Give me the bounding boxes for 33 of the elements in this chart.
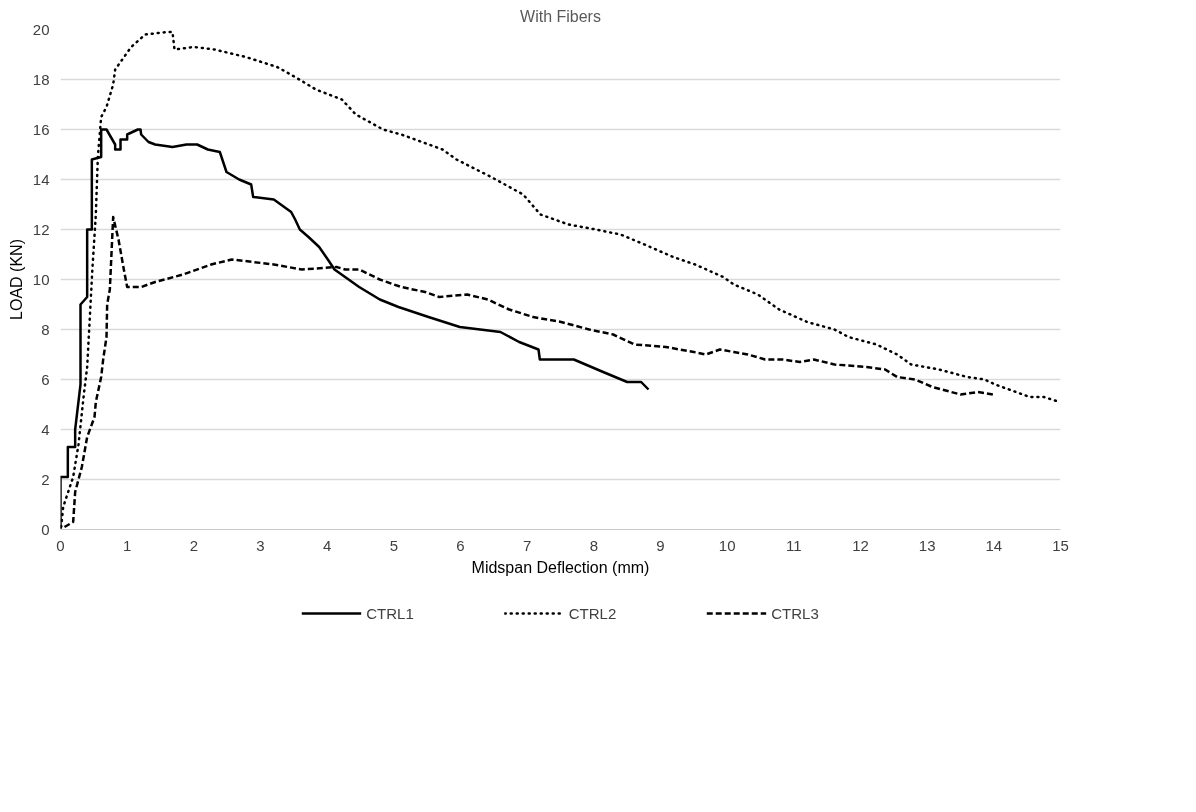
x-tick-label: 1 xyxy=(123,536,132,554)
legend-label: CTRL3 xyxy=(771,603,819,623)
x-axis-title: Midspan Deflection (mm) xyxy=(471,558,650,576)
legend-label: CTRL2 xyxy=(568,603,617,623)
y-tick-label: 0 xyxy=(41,520,50,538)
x-tick-label: 4 xyxy=(323,536,332,554)
y-tick-label: 10 xyxy=(32,270,50,288)
y-tick-label: 8 xyxy=(41,320,50,338)
x-tick-label: 12 xyxy=(852,536,869,554)
x-tick-label: 9 xyxy=(656,536,665,554)
chart-title: With Fibers xyxy=(520,7,601,25)
x-tick-label: 6 xyxy=(456,536,465,554)
y-tick-label: 14 xyxy=(32,170,50,188)
y-tick-label: 20 xyxy=(32,20,50,38)
x-tick-label: 2 xyxy=(189,536,199,554)
y-tick-label: 12 xyxy=(32,220,50,238)
y-tick-label: 4 xyxy=(41,420,50,438)
x-tick-label: 10 xyxy=(718,536,736,554)
x-tick-label: 11 xyxy=(786,536,802,554)
y-axis-title: LOAD (KN) xyxy=(7,239,25,320)
y-tick-label: 2 xyxy=(41,470,50,488)
x-tick-label: 7 xyxy=(523,536,532,554)
legend-label: CTRL1 xyxy=(366,603,414,623)
x-tick-label: 0 xyxy=(56,536,65,554)
x-tick-label: 8 xyxy=(589,536,599,554)
y-tick-label: 18 xyxy=(32,70,50,88)
y-tick-label: 6 xyxy=(41,370,50,388)
x-tick-label: 5 xyxy=(389,536,399,554)
x-tick-label: 15 xyxy=(1052,536,1069,554)
x-tick-label: 14 xyxy=(985,536,1003,554)
x-tick-label: 3 xyxy=(256,536,265,554)
y-tick-label: 16 xyxy=(32,120,50,138)
x-tick-label: 13 xyxy=(918,536,936,554)
